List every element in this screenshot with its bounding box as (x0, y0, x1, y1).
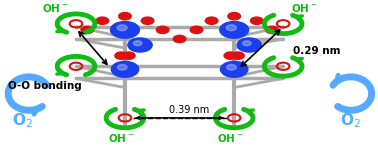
Ellipse shape (81, 26, 94, 33)
Ellipse shape (96, 17, 109, 24)
Ellipse shape (173, 35, 186, 43)
Ellipse shape (133, 41, 142, 46)
Ellipse shape (232, 52, 244, 59)
Ellipse shape (122, 52, 135, 59)
Ellipse shape (220, 61, 248, 77)
Ellipse shape (224, 52, 237, 59)
Ellipse shape (115, 52, 127, 59)
Ellipse shape (118, 64, 127, 70)
Text: O-O bonding: O-O bonding (8, 81, 82, 91)
Ellipse shape (243, 41, 251, 46)
Text: OH$^-$: OH$^-$ (108, 132, 134, 144)
Ellipse shape (237, 38, 261, 52)
Ellipse shape (190, 26, 203, 33)
Text: OH$^-$: OH$^-$ (291, 2, 317, 14)
Ellipse shape (141, 17, 154, 24)
Ellipse shape (266, 26, 278, 33)
Ellipse shape (117, 25, 127, 31)
Text: OH$^-$: OH$^-$ (42, 2, 68, 14)
Ellipse shape (220, 22, 249, 38)
Ellipse shape (226, 25, 236, 31)
Ellipse shape (227, 64, 236, 70)
Ellipse shape (156, 26, 169, 33)
Ellipse shape (128, 38, 152, 52)
Text: O$_2$: O$_2$ (12, 112, 33, 130)
Text: 0.39 nm: 0.39 nm (169, 105, 209, 115)
Ellipse shape (119, 13, 131, 20)
Ellipse shape (228, 13, 240, 20)
Text: OH$^-$: OH$^-$ (217, 132, 243, 144)
Ellipse shape (251, 17, 263, 24)
Text: O$_2$: O$_2$ (340, 112, 361, 130)
Ellipse shape (205, 17, 218, 24)
Ellipse shape (110, 22, 139, 38)
Text: 0.29 nm: 0.29 nm (293, 46, 340, 56)
Ellipse shape (111, 61, 139, 77)
